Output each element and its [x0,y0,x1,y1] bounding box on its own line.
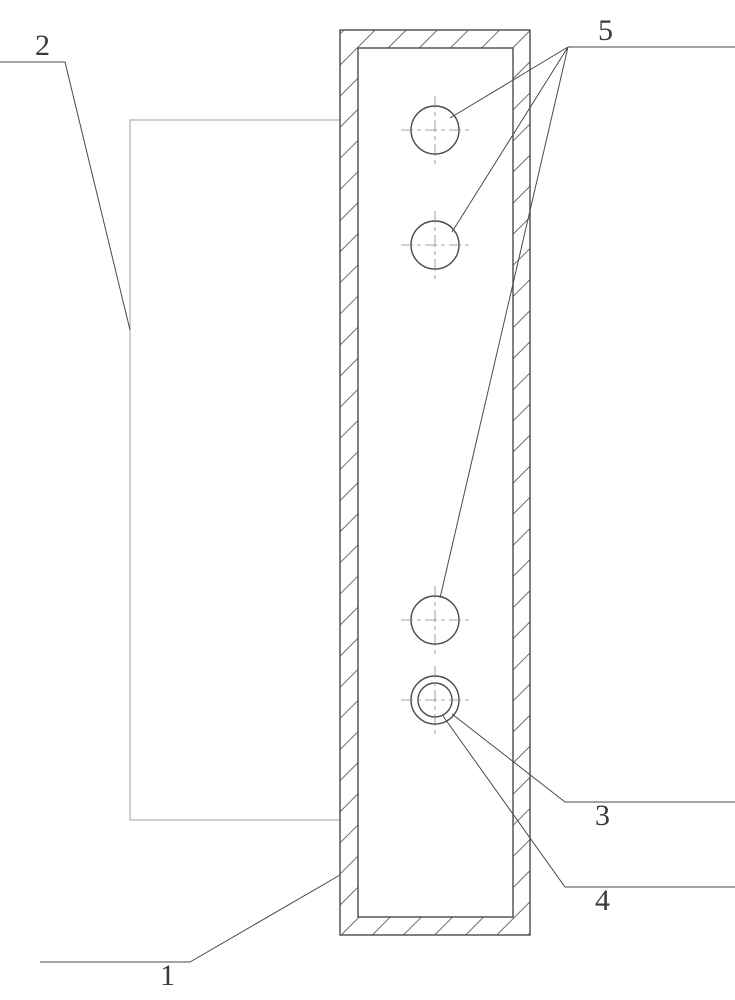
label-1: 1 [160,959,175,992]
label-5: 5 [598,14,613,47]
label-4: 4 [595,884,610,917]
front-plate [130,120,340,820]
leader-1 [40,875,340,962]
label-3: 3 [595,799,610,832]
channel-section [340,30,530,935]
label-2: 2 [35,29,50,62]
leader-2 [0,62,130,330]
